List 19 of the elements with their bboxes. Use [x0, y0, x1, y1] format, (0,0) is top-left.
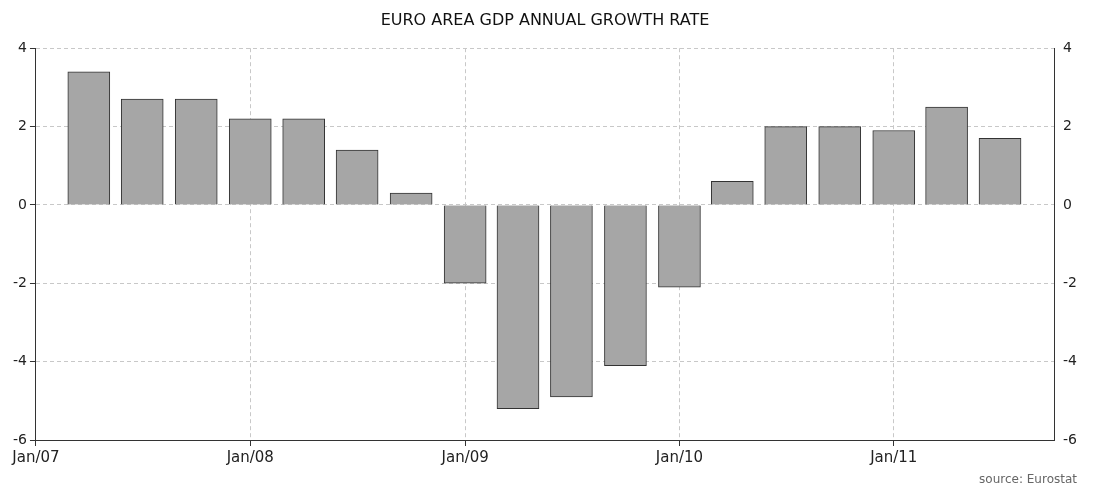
y-tick-label: 2 — [18, 117, 27, 134]
chart-title: EURO AREA GDP ANNUAL GROWTH RATE — [380, 9, 710, 29]
y2-tick-label: 4 — [1063, 38, 1073, 55]
x-tick-label: Jan/10 — [654, 447, 704, 466]
y-tick-label: -6 — [12, 430, 28, 447]
x-tick-label: Jan/08 — [225, 447, 274, 466]
x-tick-label: Jan/09 — [440, 447, 489, 466]
y-tick-label: 4 — [18, 38, 28, 55]
y2-tick-label: -2 — [1063, 273, 1078, 290]
y-tick-label: -4 — [12, 352, 28, 369]
y2-tick-label: 0 — [1063, 195, 1072, 212]
y-tick-label: 0 — [18, 195, 27, 212]
y-tick-label: -2 — [12, 273, 27, 290]
y2-tick-label: -6 — [1063, 430, 1078, 447]
x-tick-label: Jan/07 — [11, 447, 60, 466]
source-note: source: Eurostat — [979, 472, 1077, 486]
y2-tick-label: -4 — [1063, 352, 1078, 369]
x-tick-label: Jan/11 — [869, 447, 918, 466]
y2-tick-label: 2 — [1063, 117, 1072, 134]
